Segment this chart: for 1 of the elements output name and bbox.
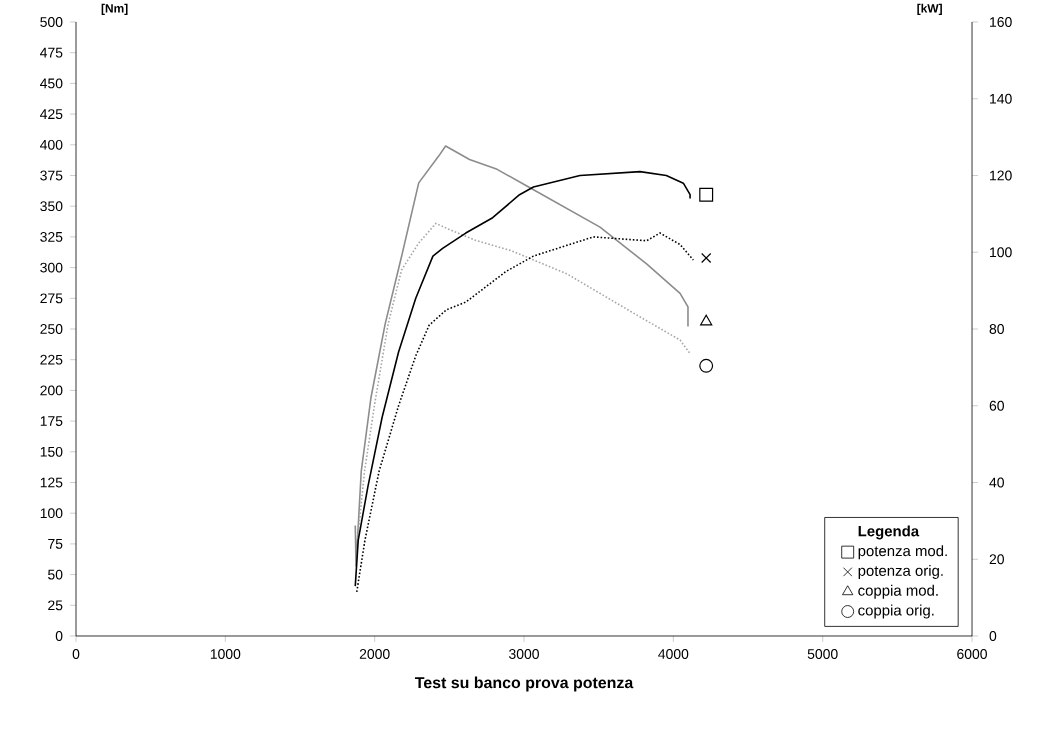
- line-series: [356, 222, 691, 540]
